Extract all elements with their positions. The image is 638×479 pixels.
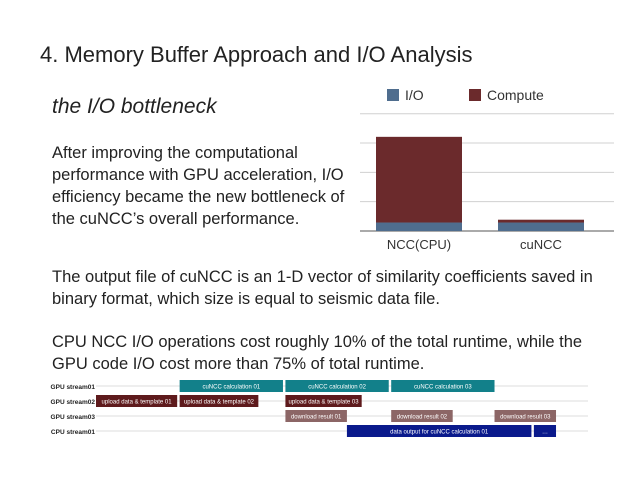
timeline-row-label: GPU stream02 bbox=[51, 399, 96, 406]
timeline-bar-label: upload data & template 03 bbox=[289, 400, 360, 406]
slide-title: 4. Memory Buffer Approach and I/O Analys… bbox=[40, 42, 473, 67]
timeline-bar-label: download result 01 bbox=[291, 415, 342, 421]
timeline-bar-label: cuNCC calculation 01 bbox=[202, 385, 260, 391]
x-tick-label: cuNCC bbox=[520, 237, 562, 252]
paragraph-io-bottleneck: After improving the computational perfor… bbox=[52, 144, 345, 228]
legend-label: I/O bbox=[405, 87, 424, 103]
io-compute-bar-chart: I/O Compute NCC(CPU) cuNCC bbox=[360, 87, 614, 252]
bar-io-0 bbox=[376, 222, 462, 231]
timeline-bar-label: data output for cuNCC calculation 01 bbox=[390, 430, 489, 436]
timeline-bar bbox=[179, 395, 259, 407]
timeline-bar-label: download result 03 bbox=[500, 415, 551, 421]
bar-compute-0 bbox=[376, 136, 462, 223]
x-tick-label: NCC(CPU) bbox=[387, 237, 451, 252]
timeline-row-label: GPU stream01 bbox=[51, 384, 96, 391]
timeline-bar bbox=[96, 395, 178, 407]
paragraph-io-cost: CPU NCC I/O operations cost roughly 10% … bbox=[52, 333, 583, 373]
timeline-bar bbox=[391, 410, 453, 422]
timeline-bar bbox=[533, 425, 557, 437]
legend-label: Compute bbox=[487, 87, 544, 103]
legend-swatch-compute bbox=[469, 89, 481, 101]
legend-swatch-io bbox=[387, 89, 399, 101]
bar-io-1 bbox=[498, 222, 584, 231]
timeline-bar bbox=[391, 380, 495, 392]
timeline-bar bbox=[285, 410, 347, 422]
timeline-bar-label: download result 02 bbox=[397, 415, 448, 421]
timeline-bar bbox=[494, 410, 557, 422]
timeline-bar-label: upload data & template 02 bbox=[184, 400, 255, 406]
timeline-bar-label: upload data & template 01 bbox=[102, 400, 173, 406]
timeline-bar-label: cuNCC calculation 02 bbox=[308, 385, 366, 391]
bar-compute-1 bbox=[498, 219, 584, 223]
timeline-bar-label: … bbox=[542, 430, 548, 436]
slide-subtitle: the I/O bottleneck bbox=[52, 95, 217, 118]
timeline-row-label: GPU stream03 bbox=[51, 414, 96, 421]
stream-timeline-chart: GPU stream01 GPU stream02 GPU stream03 CPU … bbox=[51, 380, 588, 437]
timeline-bar bbox=[285, 395, 362, 407]
timeline-bar bbox=[285, 380, 389, 392]
timeline-bar bbox=[346, 425, 532, 437]
timeline-bar-label: cuNCC calculation 03 bbox=[414, 385, 472, 391]
timeline-row-label: CPU stream01 bbox=[51, 429, 95, 436]
timeline-bar bbox=[179, 380, 283, 392]
paragraph-output-file: The output file of cuNCC is an 1-D vecto… bbox=[52, 268, 593, 308]
